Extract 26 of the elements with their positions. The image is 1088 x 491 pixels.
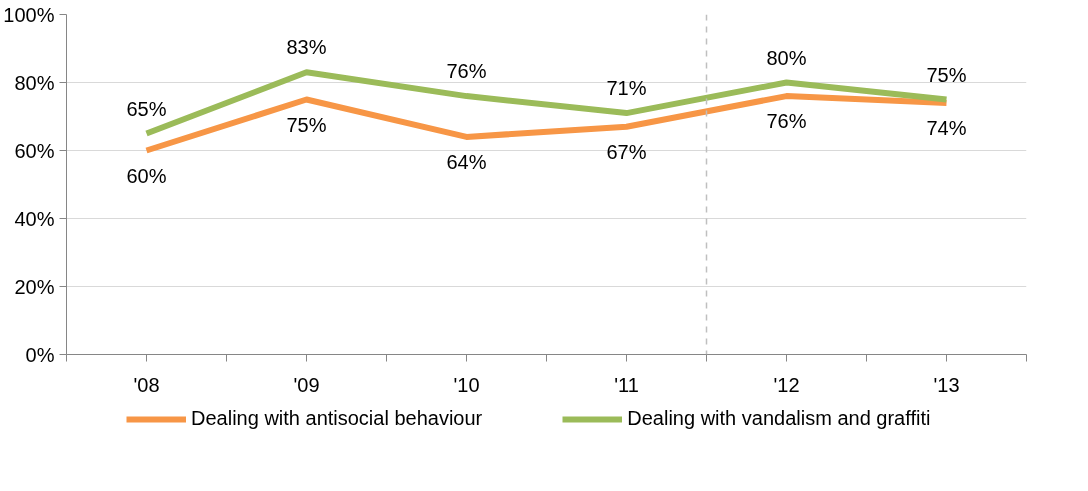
data-label: 64%: [446, 150, 487, 173]
data-label: 60%: [126, 164, 167, 187]
legend-label: Dealing with antisocial behaviour: [191, 407, 483, 430]
data-label: 76%: [766, 110, 807, 133]
x-tick-label: '10: [453, 373, 480, 396]
data-label: 65%: [126, 97, 167, 120]
legend-label: Dealing with vandalism and graffiti: [627, 407, 931, 430]
y-tick-label: 40%: [14, 207, 55, 230]
x-tick-label: '11: [614, 373, 639, 396]
data-label: 67%: [606, 140, 647, 163]
x-tick-label: '12: [773, 373, 800, 396]
y-tick-label: 100%: [3, 3, 55, 26]
y-tick-label: 60%: [14, 139, 55, 162]
y-tick-label: 0%: [25, 343, 55, 366]
data-label: 71%: [606, 77, 647, 100]
data-label: 76%: [446, 60, 487, 83]
data-label: 74%: [926, 116, 967, 139]
data-label: 75%: [286, 113, 327, 136]
y-tick-label: 80%: [14, 71, 55, 94]
data-label: 75%: [926, 63, 967, 86]
data-label: 83%: [286, 36, 327, 59]
data-label: 80%: [766, 46, 807, 69]
x-tick-label: '13: [933, 373, 960, 396]
x-tick-label: '08: [133, 373, 160, 396]
x-tick-label: '09: [293, 373, 320, 396]
y-tick-label: 20%: [14, 275, 55, 298]
